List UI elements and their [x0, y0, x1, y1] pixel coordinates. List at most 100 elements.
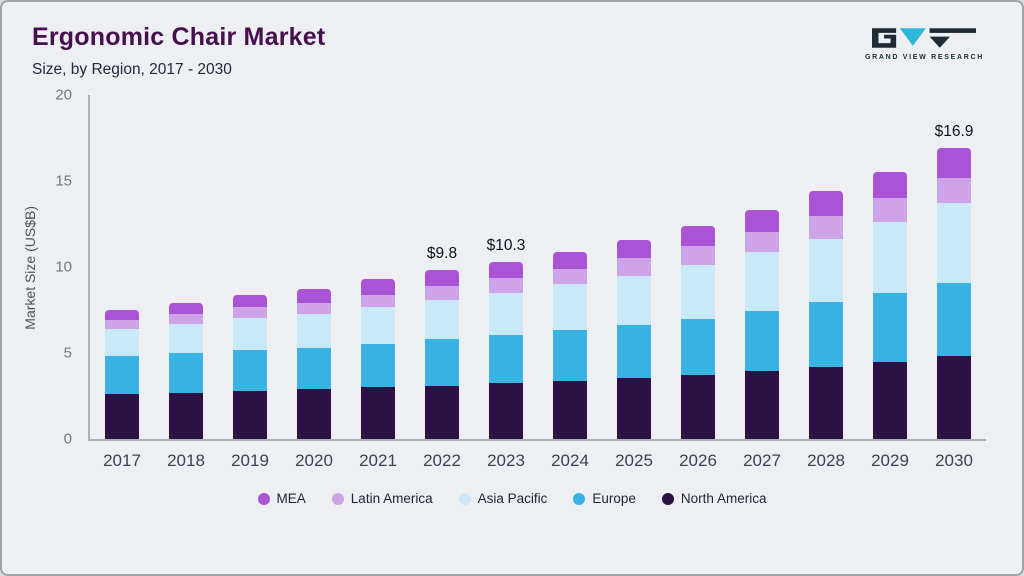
legend-label-mea: MEA [276, 491, 306, 506]
segment-europe-2019 [233, 349, 267, 391]
segment-mea-2030 [937, 148, 971, 178]
page-subtitle: Size, by Region, 2017 - 2030 [32, 61, 232, 78]
segment-europe-2020 [297, 347, 331, 390]
segment-north-america-2018 [169, 392, 203, 439]
y-axis: 0 5 10 15 20 [42, 87, 80, 448]
bar-group-2026 [666, 95, 730, 439]
segment-asia-pacific-2021 [361, 307, 395, 344]
legend-item-europe: Europe [573, 491, 636, 506]
segment-north-america-2022 [425, 385, 459, 439]
segment-north-america-2028 [809, 366, 843, 439]
gvr-logo-mark-icon [872, 28, 977, 48]
segment-asia-pacific-2028 [809, 238, 843, 303]
segment-mea-2027 [745, 210, 779, 232]
y-tick-10: 10 [55, 258, 72, 276]
legend-dot-mea [257, 492, 270, 505]
segment-mea-2028 [809, 191, 843, 217]
bar-group-2024 [538, 95, 602, 439]
segment-mea-2023 [489, 261, 523, 279]
segment-asia-pacific-2017 [105, 328, 139, 357]
bar-group-2021 [346, 95, 410, 439]
segment-north-america-2026 [681, 375, 715, 439]
x-label-2025: 2025 [615, 451, 653, 470]
grand-view-research-logo: GRAND VIEW RESEARCH [865, 28, 984, 61]
x-label-2026: 2026 [679, 451, 717, 470]
x-label-2027: 2027 [743, 451, 781, 470]
segment-mea-2026 [681, 225, 715, 247]
segment-europe-2017 [105, 356, 139, 395]
header: Ergonomic Chair Market Size, by Region, … [2, 2, 1022, 79]
x-label-2020: 2020 [295, 451, 333, 470]
segment-europe-2023 [489, 334, 523, 384]
x-label-2028: 2028 [807, 451, 845, 470]
logo-wordmark: GRAND VIEW RESEARCH [864, 54, 984, 61]
segment-latin-america-2017 [105, 320, 139, 329]
segment-latin-america-2028 [809, 216, 843, 239]
segment-mea-2019 [233, 294, 267, 308]
segment-north-america-2023 [489, 383, 523, 439]
segment-asia-pacific-2020 [297, 314, 331, 348]
x-label-2022: 2022 [423, 451, 461, 470]
bar-2030: $16.9 [935, 95, 973, 439]
segment-europe-2030 [937, 282, 971, 357]
segment-north-america-2024 [553, 380, 587, 439]
segment-north-america-2019 [233, 390, 267, 439]
segment-latin-america-2026 [681, 246, 715, 266]
bar-2024 [553, 95, 587, 439]
segment-latin-america-2018 [169, 314, 203, 324]
segment-asia-pacific-2022 [425, 299, 459, 340]
legend-label-asia-pacific: Asia Pacific [477, 491, 548, 506]
segment-europe-2026 [681, 318, 715, 376]
segment-mea-2022 [425, 270, 459, 286]
segment-mea-2024 [553, 251, 587, 269]
segment-europe-2021 [361, 343, 395, 388]
bar-group-2018 [154, 95, 218, 439]
segment-europe-2022 [425, 339, 459, 386]
segment-europe-2028 [809, 302, 843, 367]
bar-2017 [105, 95, 139, 439]
segment-mea-2018 [169, 303, 203, 315]
x-label-2021: 2021 [359, 451, 397, 470]
segment-asia-pacific-2025 [617, 275, 651, 325]
bar-2029 [873, 95, 907, 439]
segment-asia-pacific-2026 [681, 265, 715, 319]
segment-asia-pacific-2019 [233, 317, 267, 350]
segment-asia-pacific-2030 [937, 203, 971, 283]
bar-group-2027 [730, 95, 794, 439]
segment-latin-america-2021 [361, 294, 395, 308]
title-block: Ergonomic Chair Market Size, by Region, … [32, 22, 325, 79]
y-tick-15: 15 [55, 172, 72, 190]
bar-2019 [233, 95, 267, 439]
bar-group-2023: $10.3 [474, 95, 538, 439]
x-label-2017: 2017 [103, 451, 141, 470]
bar-2022: $9.8 [425, 95, 459, 439]
y-tick-0: 0 [63, 430, 72, 448]
segment-latin-america-2024 [553, 268, 587, 285]
bar-group-2017 [90, 95, 154, 439]
segment-latin-america-2022 [425, 285, 459, 300]
bar-group-2030: $16.9 [922, 95, 986, 439]
segment-mea-2021 [361, 279, 395, 295]
segment-europe-2018 [169, 353, 203, 393]
segment-latin-america-2020 [297, 303, 331, 315]
legend-item-asia-pacific: Asia Pacific [458, 491, 548, 506]
segment-mea-2029 [873, 172, 907, 199]
segment-europe-2029 [873, 292, 907, 362]
bar-2021 [361, 95, 395, 439]
page-title: Ergonomic Chair Market [32, 23, 326, 51]
bar-group-2025 [602, 95, 666, 439]
legend-item-latin-america: Latin America [331, 491, 433, 506]
segment-latin-america-2029 [873, 198, 907, 223]
segment-north-america-2021 [361, 387, 395, 439]
bar-group-2022: $9.8 [410, 95, 474, 439]
legend-item-north-america: North America [661, 491, 766, 506]
bar-2018 [169, 95, 203, 439]
bar-2027 [745, 95, 779, 439]
segment-north-america-2030 [937, 356, 971, 439]
legend-dot-latin-america [331, 492, 344, 505]
y-axis-label: Market Size (US$B) [22, 206, 38, 330]
legend-item-mea: MEA [257, 491, 306, 506]
bar-2025 [617, 95, 651, 439]
segment-asia-pacific-2027 [745, 252, 779, 311]
segment-latin-america-2030 [937, 177, 971, 204]
